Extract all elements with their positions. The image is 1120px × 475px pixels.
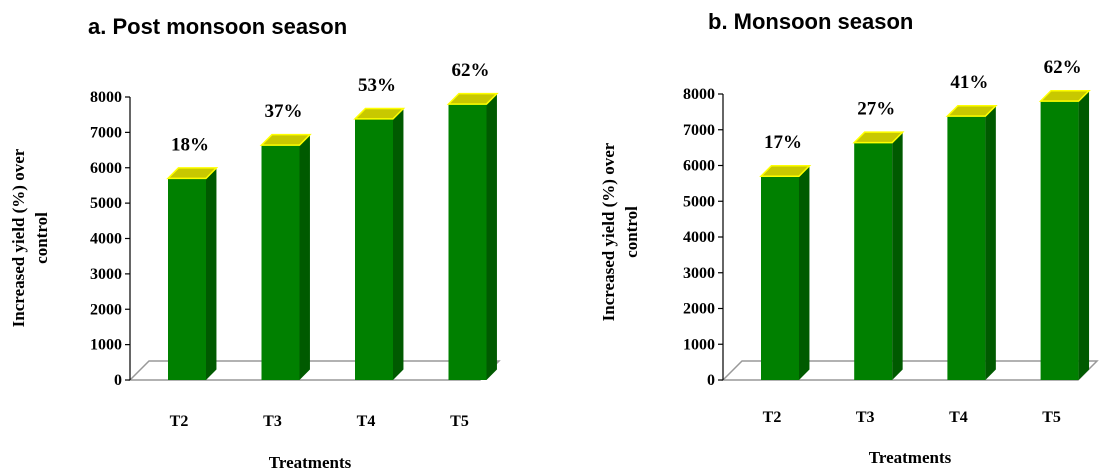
chart-a-bar-top-T3 xyxy=(259,133,312,146)
chart-a-bar-top-T4 xyxy=(353,107,406,120)
chart-a-bar-side-T3 xyxy=(299,134,310,380)
chart-b-bar-T4 xyxy=(947,116,986,380)
chart-b-ytick-label: 2000 xyxy=(683,301,715,318)
chart-b-bar-side-T5 xyxy=(1078,90,1090,380)
chart-a: a. Post monsoon season Increased yield (… xyxy=(9,14,501,472)
chart-b-ytick-label: 0 xyxy=(707,372,715,389)
chart-b-bar-top-T2 xyxy=(759,165,812,177)
chart-b-ytick-label: 5000 xyxy=(683,193,715,210)
chart-b-xlabel: Treatments xyxy=(869,448,952,467)
chart-b-bar-side-T2 xyxy=(799,165,810,380)
chart-b-bar-side-T3 xyxy=(892,132,903,380)
chart-b-bar-top-T5 xyxy=(1038,89,1091,102)
chart-a-data-label-T2: 18% xyxy=(171,134,209,155)
chart-a-data-label-T5: 62% xyxy=(452,60,490,81)
chart-a-ytick-label: 6000 xyxy=(90,160,122,177)
chart-b-ylabel-line2: control xyxy=(622,206,641,258)
chart-b-category-T2: T2 xyxy=(763,409,782,426)
chart-a-data-label-T3: 37% xyxy=(265,101,303,122)
chart-b-bar-top-T4 xyxy=(945,104,998,117)
chart-a-category-T3: T3 xyxy=(263,413,282,430)
chart-a-bar-side-T2 xyxy=(206,167,217,380)
chart-a-bar-T2 xyxy=(168,178,206,380)
chart-b-category-T5: T5 xyxy=(1042,409,1061,426)
chart-b-ytick-label: 6000 xyxy=(683,158,715,175)
chart-a-ytick-label: 0 xyxy=(114,372,122,389)
chart-a-ytick-label: 7000 xyxy=(90,124,122,141)
chart-b-bar-T2 xyxy=(761,176,799,380)
chart-a-bar-T5 xyxy=(448,104,487,380)
chart-a-bar-side-T4 xyxy=(393,108,404,381)
chart-b-ytick-label: 7000 xyxy=(683,122,715,139)
chart-b-category-T3: T3 xyxy=(856,409,875,426)
chart-a-xlabel: Treatments xyxy=(269,453,352,472)
chart-b-bar-top-T3 xyxy=(852,131,905,144)
chart-a-ytick-label: 3000 xyxy=(90,266,122,283)
chart-b-bar-T3 xyxy=(854,142,893,380)
chart-b: b. Monsoon season Increased yield (%) ov… xyxy=(599,9,1099,467)
chart-a-ytick-label: 2000 xyxy=(90,301,122,318)
chart-a-ytick-label: 5000 xyxy=(90,195,122,212)
chart-a-ylabel-line2: control xyxy=(32,212,51,264)
chart-b-data-label-T4: 41% xyxy=(950,72,988,93)
chart-a-bar-T4 xyxy=(355,118,393,381)
chart-a-ytick-label: 8000 xyxy=(90,89,122,106)
chart-a-category-T5: T5 xyxy=(450,413,469,430)
chart-b-plot: 0 1000 2000 3000 4000 5000 6000 7000 8000 17% T2 27… xyxy=(683,57,1099,426)
chart-a-category-T2: T2 xyxy=(170,413,189,430)
chart-b-data-label-T2: 17% xyxy=(764,132,802,153)
chart-b-bar-T5 xyxy=(1040,101,1079,381)
chart-b-ytick-label: 4000 xyxy=(683,229,715,246)
chart-a-bar-top-T2 xyxy=(166,167,219,180)
chart-a-bar-side-T5 xyxy=(486,93,497,380)
chart-a-ytick-label: 1000 xyxy=(90,337,122,354)
chart-b-ytick-label: 8000 xyxy=(683,86,715,103)
chart-a-bar-T3 xyxy=(261,145,300,380)
chart-b-ylabel-line1: Increased yield (%) over xyxy=(599,142,618,321)
chart-a-ylabel-line1: Increased yield (%) over xyxy=(9,148,28,327)
chart-b-data-label-T5: 62% xyxy=(1044,57,1082,78)
chart-a-category-T4: T4 xyxy=(357,413,376,430)
chart-b-data-label-T3: 27% xyxy=(857,99,895,120)
chart-a-data-label-T4: 53% xyxy=(358,75,396,96)
chart-b-category-T4: T4 xyxy=(949,409,968,426)
chart-b-title: b. Monsoon season xyxy=(708,9,913,34)
chart-b-ytick-label: 1000 xyxy=(683,336,715,353)
chart-b-bar-side-T4 xyxy=(985,105,996,380)
chart-a-ytick-label: 4000 xyxy=(90,231,122,248)
chart-a-plot: 0 1000 2000 3000 4000 5000 6000 7000 8000 18% T2 37… xyxy=(90,60,501,430)
chart-a-title: a. Post monsoon season xyxy=(88,14,347,39)
chart-a-bar-top-T5 xyxy=(446,92,499,105)
chart-b-ytick-label: 3000 xyxy=(683,265,715,282)
